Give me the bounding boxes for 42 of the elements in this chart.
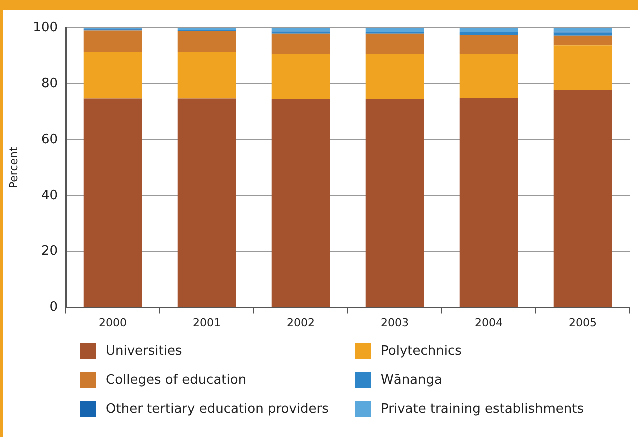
bar [84,30,142,52]
x-tick-label: 2002 [287,316,316,330]
x-tick-label: 2005 [569,316,597,330]
legend-label: Private training establishments [381,402,584,416]
x-tick-label: 2004 [475,316,504,330]
bar [272,28,330,32]
bar [554,32,612,36]
bar [460,98,518,308]
legend-label: Other tertiary education providers [106,402,329,416]
bar [178,52,236,99]
bar [554,90,612,308]
bar [554,28,612,32]
y-tick-label: 100 [33,20,58,36]
bar [178,98,236,308]
legend-label: Colleges of education [106,372,247,388]
x-tick-label: 2001 [193,316,222,330]
bar [84,98,142,308]
bar [554,36,612,46]
y-tick-label: 0 [50,300,58,316]
bar [460,54,518,98]
x-tick-label: 2000 [99,316,128,330]
legend-label: Universities [106,344,182,358]
bar [460,35,518,54]
bar [272,34,330,54]
bar [178,31,236,52]
y-axis-title: Percent [7,146,20,189]
bar [460,28,518,32]
y-tick-label: 40 [41,188,58,204]
bar [366,54,424,100]
bar [272,54,330,100]
legend-label: Polytechnics [381,344,462,358]
legend-label: Wānanga [381,372,442,388]
y-tick-label: 60 [41,132,58,148]
x-tick-label: 2003 [381,316,410,330]
bar [84,52,142,99]
bar [366,34,424,54]
bar [272,99,330,308]
bar [460,32,518,36]
bar [554,46,612,90]
y-tick-label: 20 [41,244,58,260]
bar [366,99,424,308]
y-tick-label: 80 [41,76,58,92]
